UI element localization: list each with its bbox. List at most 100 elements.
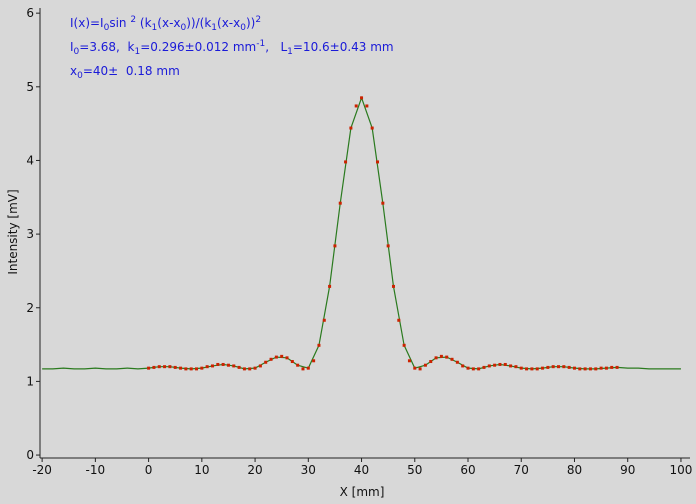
annotation-part: )): [246, 16, 255, 30]
data-point: [216, 362, 220, 366]
data-point: [338, 201, 342, 205]
data-point: [322, 318, 326, 322]
data-point: [487, 364, 491, 368]
data-point: [306, 366, 310, 370]
data-point: [376, 160, 380, 164]
annotation-part: 2: [255, 15, 261, 25]
data-point: [482, 365, 486, 369]
data-point: [434, 356, 438, 360]
data-point: [604, 366, 608, 370]
data-point: [237, 365, 241, 369]
annotation-part: =3.68, k: [79, 40, 134, 54]
data-point: [461, 364, 465, 368]
data-point: [301, 367, 305, 371]
x-tick-label: 40: [354, 463, 369, 477]
x-tick-label: 90: [620, 463, 635, 477]
annotation: I(x)=I0sin 2 (k1(x-x0))/(k1(x-x0))2: [70, 15, 261, 33]
data-point: [562, 365, 566, 369]
data-point: [312, 359, 316, 363]
data-point: [163, 365, 167, 369]
data-point: [514, 365, 518, 369]
data-point: [578, 367, 582, 371]
annotation-part: -1: [256, 39, 265, 49]
data-point: [397, 318, 401, 322]
annotation-part: 1: [152, 23, 158, 33]
annotation-part: =0.296±0.012 mm: [140, 40, 256, 54]
data-point: [200, 366, 204, 370]
annotation-part: x: [70, 64, 77, 78]
annotation-part: 0: [181, 23, 187, 33]
data-point: [253, 366, 257, 370]
annotation-part: (x-x: [157, 16, 180, 30]
data-point: [189, 367, 193, 371]
annotation-part: 0: [104, 23, 110, 33]
data-point: [402, 343, 406, 347]
data-point: [450, 357, 454, 361]
data-point: [455, 360, 459, 364]
data-point: [429, 360, 433, 364]
data-point: [541, 366, 545, 370]
data-line: [42, 96, 681, 370]
data-point: [344, 160, 348, 164]
annotation-part: 2: [130, 15, 136, 25]
annotation-part: ))/(k: [186, 16, 211, 30]
y-tick-label: 1: [26, 374, 34, 388]
annotation-part: 0: [240, 23, 246, 33]
data-point: [184, 367, 188, 371]
data-point: [168, 365, 172, 369]
data-point: [546, 365, 550, 369]
x-tick-label: 10: [194, 463, 209, 477]
data-point: [290, 360, 294, 364]
x-tick-label: 80: [567, 463, 582, 477]
data-point: [567, 365, 571, 369]
data-point: [205, 365, 209, 369]
data-point: [360, 96, 364, 100]
x-tick-label: -10: [86, 463, 106, 477]
annotation-part: (k: [136, 16, 151, 30]
annotation-part: (x-x: [217, 16, 240, 30]
data-point: [413, 366, 417, 370]
y-tick-label: 4: [26, 153, 34, 167]
data-point: [333, 244, 337, 248]
data-point: [535, 367, 539, 371]
data-point: [381, 201, 385, 205]
data-point: [349, 126, 353, 130]
data-point: [370, 126, 374, 130]
data-point: [280, 354, 284, 358]
data-point: [525, 367, 529, 371]
data-point: [226, 363, 230, 367]
data-point: [588, 367, 592, 371]
x-tick-label: 60: [460, 463, 475, 477]
annotation-part: I: [70, 40, 74, 54]
annotation-part: 1: [211, 23, 217, 33]
y-tick-label: 0: [26, 448, 34, 462]
x-tick-label: 30: [301, 463, 316, 477]
data-point: [519, 366, 523, 370]
data-point: [509, 364, 513, 368]
data-point: [210, 364, 214, 368]
annotation-part: =10.6±0.43 mm: [293, 40, 394, 54]
data-point: [439, 354, 443, 358]
data-point: [583, 367, 587, 371]
data-point: [248, 367, 252, 371]
annotation-part: sin: [109, 16, 130, 30]
annotation: I0=3.68, k1=0.296±0.012 mm-1, L1=10.6±0.…: [70, 39, 394, 57]
y-tick-label: 2: [26, 301, 34, 315]
annotation-part: , L: [265, 40, 287, 54]
annotation: x0=40± 0.18 mm: [70, 64, 180, 81]
data-point: [466, 366, 470, 370]
data-point: [391, 284, 395, 288]
data-point: [386, 244, 390, 248]
data-point: [615, 365, 619, 369]
y-tick-label: 5: [26, 80, 34, 94]
data-point: [264, 360, 268, 364]
x-tick-label: 20: [247, 463, 262, 477]
x-tick-label: 0: [145, 463, 153, 477]
data-point: [599, 366, 603, 370]
annotation-part: =40± 0.18 mm: [83, 64, 180, 78]
data-point: [423, 363, 427, 367]
data-point: [147, 366, 151, 370]
data-point: [498, 362, 502, 366]
